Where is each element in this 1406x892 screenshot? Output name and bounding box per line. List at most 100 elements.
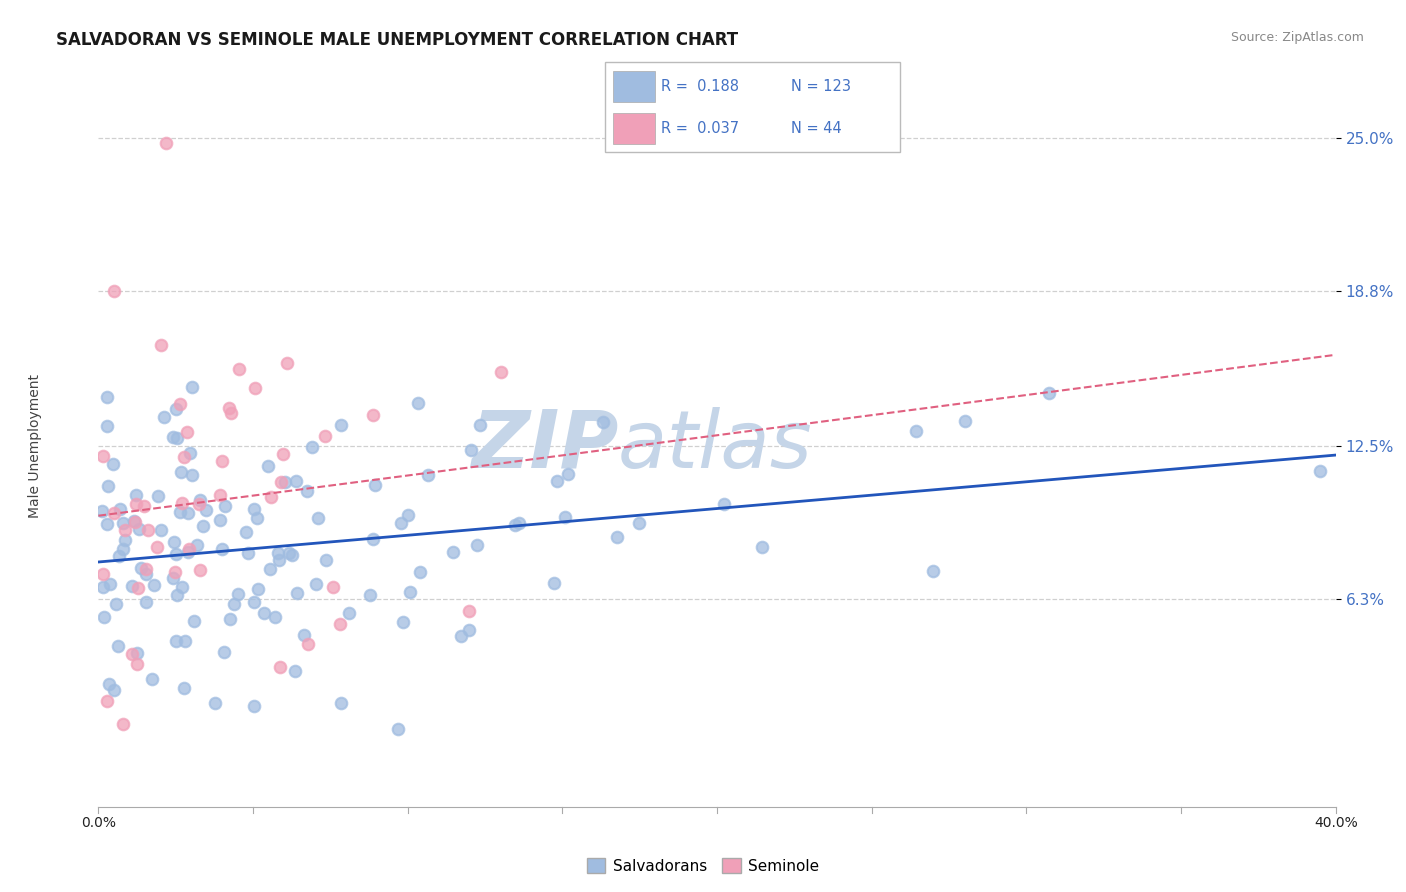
Point xyxy=(267,546,290,560)
Point xyxy=(399,585,422,599)
Point xyxy=(284,474,307,488)
Point xyxy=(195,502,218,516)
Point xyxy=(177,545,200,559)
Point xyxy=(457,623,479,637)
Point xyxy=(209,488,232,502)
Point xyxy=(181,467,204,482)
Point xyxy=(214,645,236,659)
Point xyxy=(114,523,136,537)
Text: 40.0%: 40.0% xyxy=(1313,816,1358,830)
Point xyxy=(359,589,381,603)
Point xyxy=(174,634,197,648)
Text: N = 44: N = 44 xyxy=(790,121,841,136)
Point xyxy=(361,533,384,547)
Point xyxy=(922,564,945,578)
Text: R =  0.037: R = 0.037 xyxy=(661,121,738,136)
Point xyxy=(508,516,530,531)
Point xyxy=(163,565,186,579)
Point xyxy=(169,397,191,411)
Point xyxy=(96,517,118,532)
Point xyxy=(243,699,266,714)
Point xyxy=(211,454,233,468)
Point xyxy=(219,612,242,626)
Point xyxy=(245,381,267,395)
Point xyxy=(125,488,148,502)
Point xyxy=(465,538,488,552)
Point xyxy=(170,465,193,479)
Point xyxy=(103,506,125,520)
Point xyxy=(186,538,208,552)
Point xyxy=(628,516,651,530)
Point xyxy=(396,508,419,522)
Point xyxy=(389,516,412,530)
Point xyxy=(103,683,125,698)
Point xyxy=(148,489,170,503)
Point xyxy=(96,694,118,708)
Point xyxy=(295,484,318,499)
Point xyxy=(98,577,121,591)
Point xyxy=(305,577,328,591)
Point xyxy=(124,515,146,529)
Point xyxy=(97,478,120,492)
Point xyxy=(214,499,236,513)
Point xyxy=(204,696,226,710)
Point xyxy=(169,505,191,519)
Point xyxy=(121,579,143,593)
Point xyxy=(236,546,259,560)
Point xyxy=(96,418,118,433)
Point xyxy=(546,474,568,488)
Point xyxy=(163,534,186,549)
Point xyxy=(108,502,131,516)
Point xyxy=(256,459,278,474)
Point xyxy=(165,402,187,417)
Point xyxy=(211,542,233,557)
Point xyxy=(180,380,202,394)
Point xyxy=(162,430,184,444)
Point xyxy=(284,664,307,678)
Point xyxy=(162,571,184,585)
Point xyxy=(292,627,315,641)
Point xyxy=(953,414,976,428)
Text: SALVADORAN VS SEMINOLE MALE UNEMPLOYMENT CORRELATION CHART: SALVADORAN VS SEMINOLE MALE UNEMPLOYMENT… xyxy=(56,31,738,49)
Point xyxy=(190,563,212,577)
Point xyxy=(111,541,134,556)
Point xyxy=(166,431,188,445)
Legend: Salvadorans, Seminole: Salvadorans, Seminole xyxy=(581,852,825,880)
Text: 0.0%: 0.0% xyxy=(82,816,115,830)
Point xyxy=(276,356,298,370)
Point xyxy=(177,541,200,556)
Point xyxy=(153,409,176,424)
Point xyxy=(503,518,526,533)
Point xyxy=(387,722,409,736)
Point xyxy=(253,606,276,620)
Point xyxy=(219,406,242,420)
Point xyxy=(218,401,240,416)
Point xyxy=(136,523,159,537)
Point xyxy=(114,533,136,547)
Text: Male Unemployment: Male Unemployment xyxy=(28,374,42,518)
Point xyxy=(228,362,250,376)
Point xyxy=(269,660,291,674)
Point xyxy=(418,467,440,482)
Point xyxy=(122,514,145,528)
Point xyxy=(103,284,125,298)
Point xyxy=(127,657,149,672)
Point xyxy=(107,639,129,653)
Point xyxy=(183,614,205,628)
Point xyxy=(450,629,472,643)
Point xyxy=(91,449,114,463)
Point xyxy=(150,523,173,537)
Point xyxy=(91,566,114,581)
Point xyxy=(259,562,281,576)
FancyBboxPatch shape xyxy=(613,71,655,102)
Point xyxy=(179,446,201,460)
Point xyxy=(127,646,149,660)
Point xyxy=(112,516,135,530)
Point xyxy=(315,553,337,567)
Point xyxy=(751,540,773,554)
Point xyxy=(188,493,211,508)
Point xyxy=(274,475,297,489)
Point xyxy=(193,518,215,533)
Point xyxy=(125,497,148,511)
Point xyxy=(713,497,735,511)
